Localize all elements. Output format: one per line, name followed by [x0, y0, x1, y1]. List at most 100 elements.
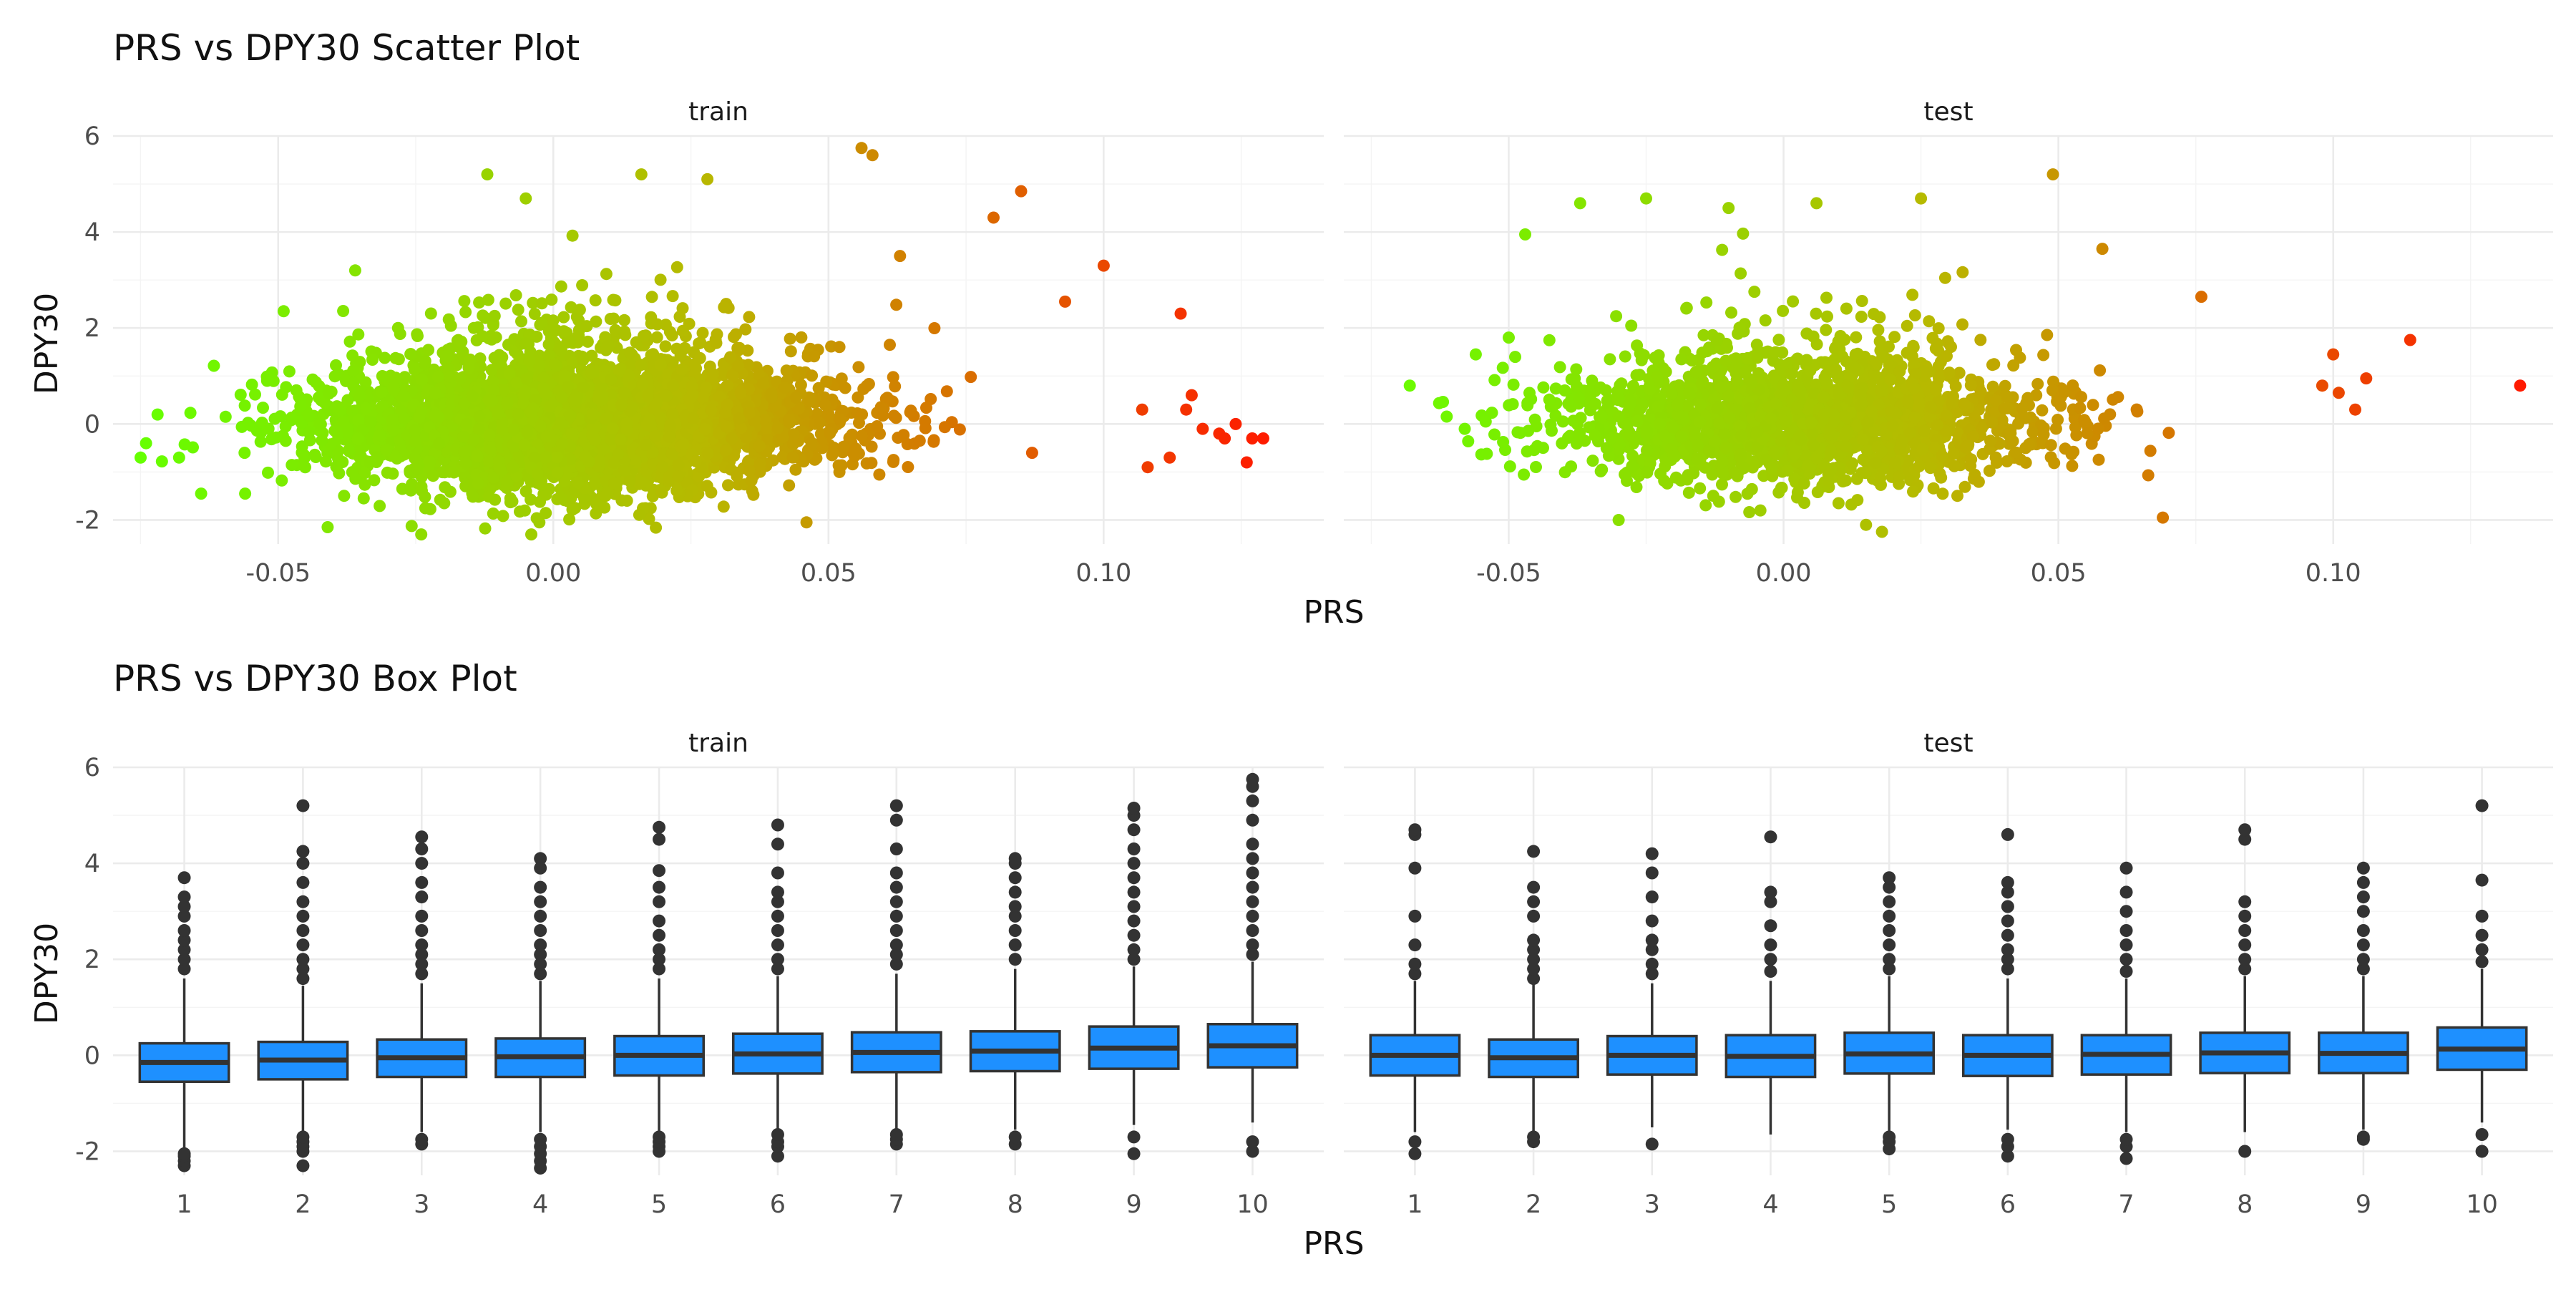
- scatter-train-point: [608, 313, 620, 325]
- scatter-train-point: [813, 382, 825, 394]
- scatter-train-point: [438, 497, 450, 510]
- scatter-train-point: [576, 351, 588, 363]
- scatter-train-point: [646, 291, 658, 303]
- scatter-train-point: [459, 306, 472, 319]
- scatter-train-point: [208, 360, 220, 372]
- scatter-train-point: [366, 354, 379, 366]
- scatter-train-point: [424, 455, 436, 467]
- scatter-train-point: [834, 414, 846, 426]
- scatter-train-point: [677, 302, 689, 314]
- scatter-train-point: [684, 392, 696, 404]
- scatter-train-point: [535, 479, 547, 491]
- scatter-train-x-tick-label: -0.05: [245, 559, 311, 588]
- scatter-train-point: [801, 516, 813, 528]
- scatter-train-point: [660, 390, 673, 402]
- scatter-train-point: [746, 485, 758, 497]
- scatter-train-point: [556, 437, 568, 450]
- scatter-train-point: [342, 424, 354, 436]
- scatter-train-point: [519, 439, 531, 451]
- scatter-train-point: [594, 455, 606, 467]
- scatter-train-point: [416, 480, 428, 492]
- scatter-plot-title: PRS vs DPY30 Scatter Plot: [113, 27, 580, 69]
- scatter-train-point: [409, 452, 421, 465]
- scatter-train-point: [488, 384, 500, 396]
- scatter-train-point: [856, 142, 868, 154]
- scatter-train-point: [664, 419, 676, 432]
- scatter-train-point: [543, 339, 555, 351]
- scatter-train-point: [529, 452, 541, 464]
- scatter-train-point: [329, 370, 341, 382]
- scatter-train-point: [784, 413, 796, 425]
- scatter-train-point: [376, 370, 389, 382]
- scatter-train-point: [316, 434, 328, 447]
- scatter-train-point: [490, 331, 502, 344]
- scatter-train-point: [865, 457, 877, 469]
- scatter-train-point: [633, 509, 645, 521]
- scatter-train-point: [473, 423, 485, 435]
- scatter-train-point: [492, 407, 504, 419]
- scatter-train-point: [381, 467, 394, 479]
- scatter-train-point: [460, 418, 472, 430]
- scatter-train-point: [156, 455, 168, 467]
- scatter-train-point: [276, 389, 288, 401]
- scatter-train-point: [1141, 461, 1153, 473]
- scatter-train-point: [1246, 432, 1259, 445]
- scatter-train-point: [635, 168, 648, 180]
- scatter-train-point: [697, 327, 709, 339]
- scatter-train-point: [393, 353, 405, 365]
- scatter-train-point: [398, 412, 410, 424]
- scatter-train-point: [379, 352, 391, 364]
- scatter-train-point: [615, 399, 628, 411]
- scatter-train-point: [605, 373, 617, 385]
- scatter-train-point: [904, 407, 917, 419]
- scatter-train-point: [757, 377, 769, 389]
- scatter-train-point: [1196, 423, 1209, 435]
- scatter-test-point: [1543, 334, 1556, 346]
- scatter-train-point: [477, 330, 489, 342]
- scatter-train-point: [303, 427, 315, 439]
- scatter-y-tick-label: 4: [84, 218, 100, 247]
- scatter-train-x-tick-label: 0.05: [801, 559, 857, 588]
- scatter-train-point: [849, 442, 862, 455]
- scatter-train-point: [586, 365, 598, 377]
- scatter-test-point: [1872, 324, 1884, 336]
- scatter-train-point: [519, 193, 532, 205]
- scatter-train-point: [458, 446, 470, 458]
- scatter-train-point: [535, 420, 547, 432]
- scatter-train-point: [656, 461, 668, 473]
- scatter-train-point: [482, 168, 494, 180]
- scatter-train-point: [466, 390, 478, 402]
- scatter-train-point: [239, 399, 251, 412]
- scatter-train-point: [621, 495, 633, 507]
- scatter-train-point: [732, 360, 744, 372]
- scatter-train-point: [620, 417, 633, 429]
- scatter-train-point: [700, 382, 712, 394]
- scatter-train-point: [718, 500, 730, 513]
- scatter-train-point: [239, 487, 251, 500]
- scatter-train-point: [444, 371, 457, 383]
- scatter-train-point: [572, 477, 584, 489]
- scatter-train-point: [499, 298, 512, 310]
- scatter-train-point: [596, 394, 608, 406]
- scatter-train-point: [262, 467, 274, 479]
- scatter-test-point: [1440, 411, 1453, 423]
- scatter-train-point: [283, 365, 296, 377]
- scatter-train-point: [419, 355, 431, 367]
- scatter-train-point: [445, 320, 457, 332]
- scatter-train-point: [914, 434, 926, 447]
- scatter-train-point: [743, 407, 756, 419]
- scatter-train-point: [624, 346, 636, 359]
- scatter-train-point: [525, 528, 537, 540]
- scatter-train-point: [610, 324, 622, 336]
- scatter-train-point: [555, 344, 567, 356]
- scatter-train-point: [294, 400, 306, 412]
- scatter-train-point: [795, 331, 807, 344]
- scatter-train-point: [941, 385, 953, 397]
- scatter-train-point: [422, 344, 434, 356]
- scatter-train-point: [429, 387, 441, 399]
- scatter-train-point: [501, 398, 513, 410]
- scatter-train-point: [331, 400, 343, 412]
- scatter-train-point: [826, 449, 838, 461]
